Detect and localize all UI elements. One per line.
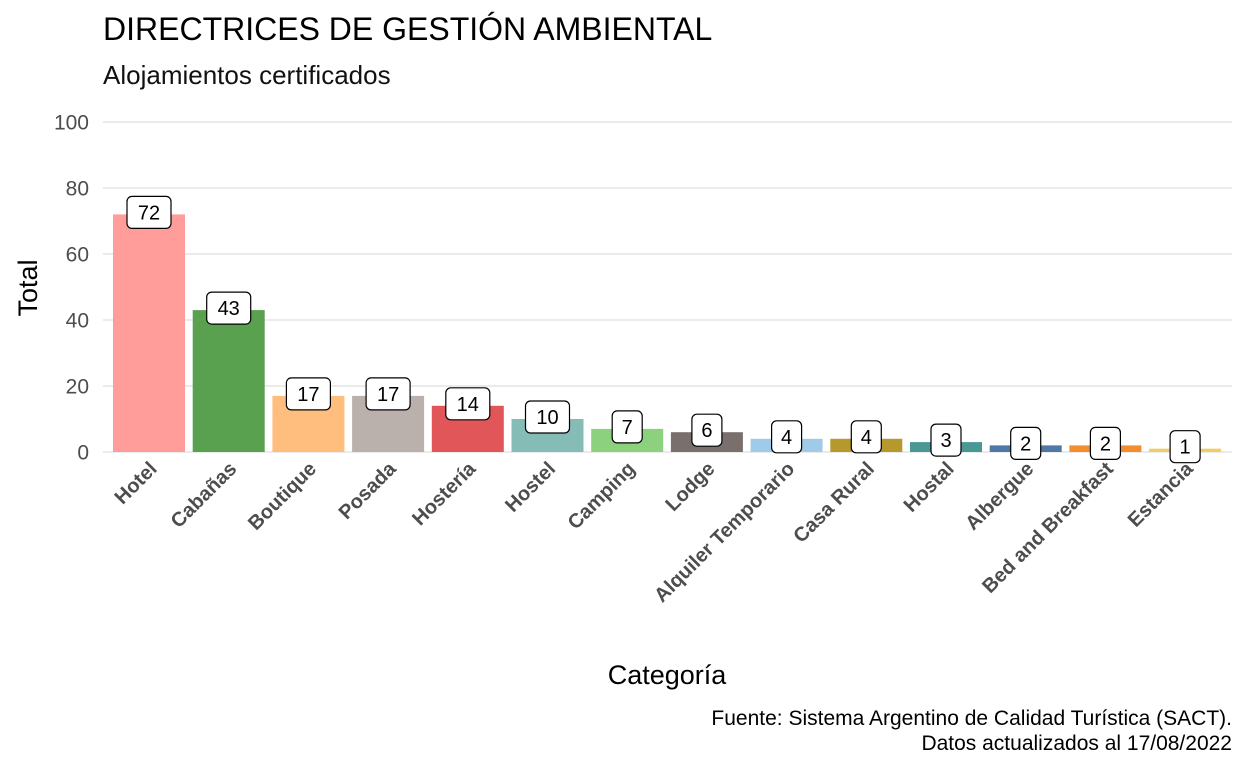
x-axis-ticks: Hotel Cabañas Boutique Posada Hostería Hostel…	[111, 457, 1199, 606]
value-label-box	[445, 387, 491, 421]
value-label-box	[611, 410, 643, 444]
value-label: 72	[138, 202, 160, 224]
value-label: 2	[1020, 433, 1031, 455]
value-label: 14	[457, 394, 479, 416]
bar	[113, 214, 185, 452]
x-tick-label: Posada	[335, 457, 401, 523]
value-label-box	[1169, 430, 1201, 464]
x-axis-title: Categoría	[608, 660, 728, 690]
x-tick-label: Lodge	[661, 458, 719, 516]
value-label-box	[930, 423, 962, 457]
value-label-box	[1089, 426, 1122, 460]
chart-subtitle: Alojamientos certificados	[103, 60, 391, 90]
value-label: 1	[1180, 437, 1191, 459]
value-label-box	[691, 413, 723, 447]
y-tick-label: 40	[66, 310, 89, 333]
value-label-box	[126, 195, 172, 229]
y-axis-ticks: 0 20 40 60 80 100	[54, 112, 89, 465]
bar	[192, 310, 265, 452]
value-label: 4	[781, 427, 792, 449]
x-tick-label: Estancia	[1124, 457, 1198, 531]
value-label: 3	[940, 430, 951, 452]
value-label: 10	[536, 407, 558, 429]
value-label: 6	[701, 420, 712, 442]
value-label-box	[285, 377, 331, 411]
gridlines	[103, 121, 1232, 453]
value-label: 4	[861, 427, 872, 449]
x-tick-label: Albergue	[961, 458, 1038, 535]
x-tick-label: Cabañas	[167, 458, 242, 533]
bars	[113, 214, 1222, 452]
y-tick-label: 20	[66, 376, 89, 399]
x-tick-label: Camping	[564, 458, 640, 534]
value-label: 7	[622, 417, 633, 439]
y-tick-label: 60	[66, 244, 89, 267]
x-tick-label: Bed and Breakfast	[978, 458, 1118, 598]
value-label: 17	[377, 384, 399, 406]
value-label-box	[1010, 426, 1042, 460]
x-tick-label: Hostería	[408, 457, 481, 530]
y-tick-label: 100	[54, 112, 89, 135]
value-label-box	[365, 377, 411, 411]
value-label: 17	[297, 384, 319, 406]
x-tick-label: Hotel	[111, 458, 162, 509]
value-label-box	[770, 420, 803, 454]
x-tick-label: Casa Rural	[789, 458, 878, 547]
chart-title: DIRECTRICES DE GESTIÓN AMBIENTAL	[103, 11, 712, 47]
x-tick-label: Hostal	[900, 458, 959, 517]
x-tick-label: Boutique	[244, 458, 321, 535]
y-axis-title: Total	[13, 259, 43, 316]
value-label-box	[524, 400, 571, 434]
caption-date: Datos actualizados al 17/08/2022	[921, 732, 1232, 755]
value-label-box	[206, 291, 252, 325]
value-label-box	[850, 420, 882, 454]
y-tick-label: 80	[66, 178, 89, 201]
x-tick-label: Hostel	[501, 458, 560, 517]
value-label: 43	[218, 298, 240, 320]
caption-source: Fuente: Sistema Argentino de Calidad Tur…	[711, 707, 1232, 730]
x-tick-label: Alquiler Temporario	[650, 458, 799, 607]
value-label: 2	[1100, 433, 1111, 455]
y-tick-label: 0	[77, 442, 89, 465]
